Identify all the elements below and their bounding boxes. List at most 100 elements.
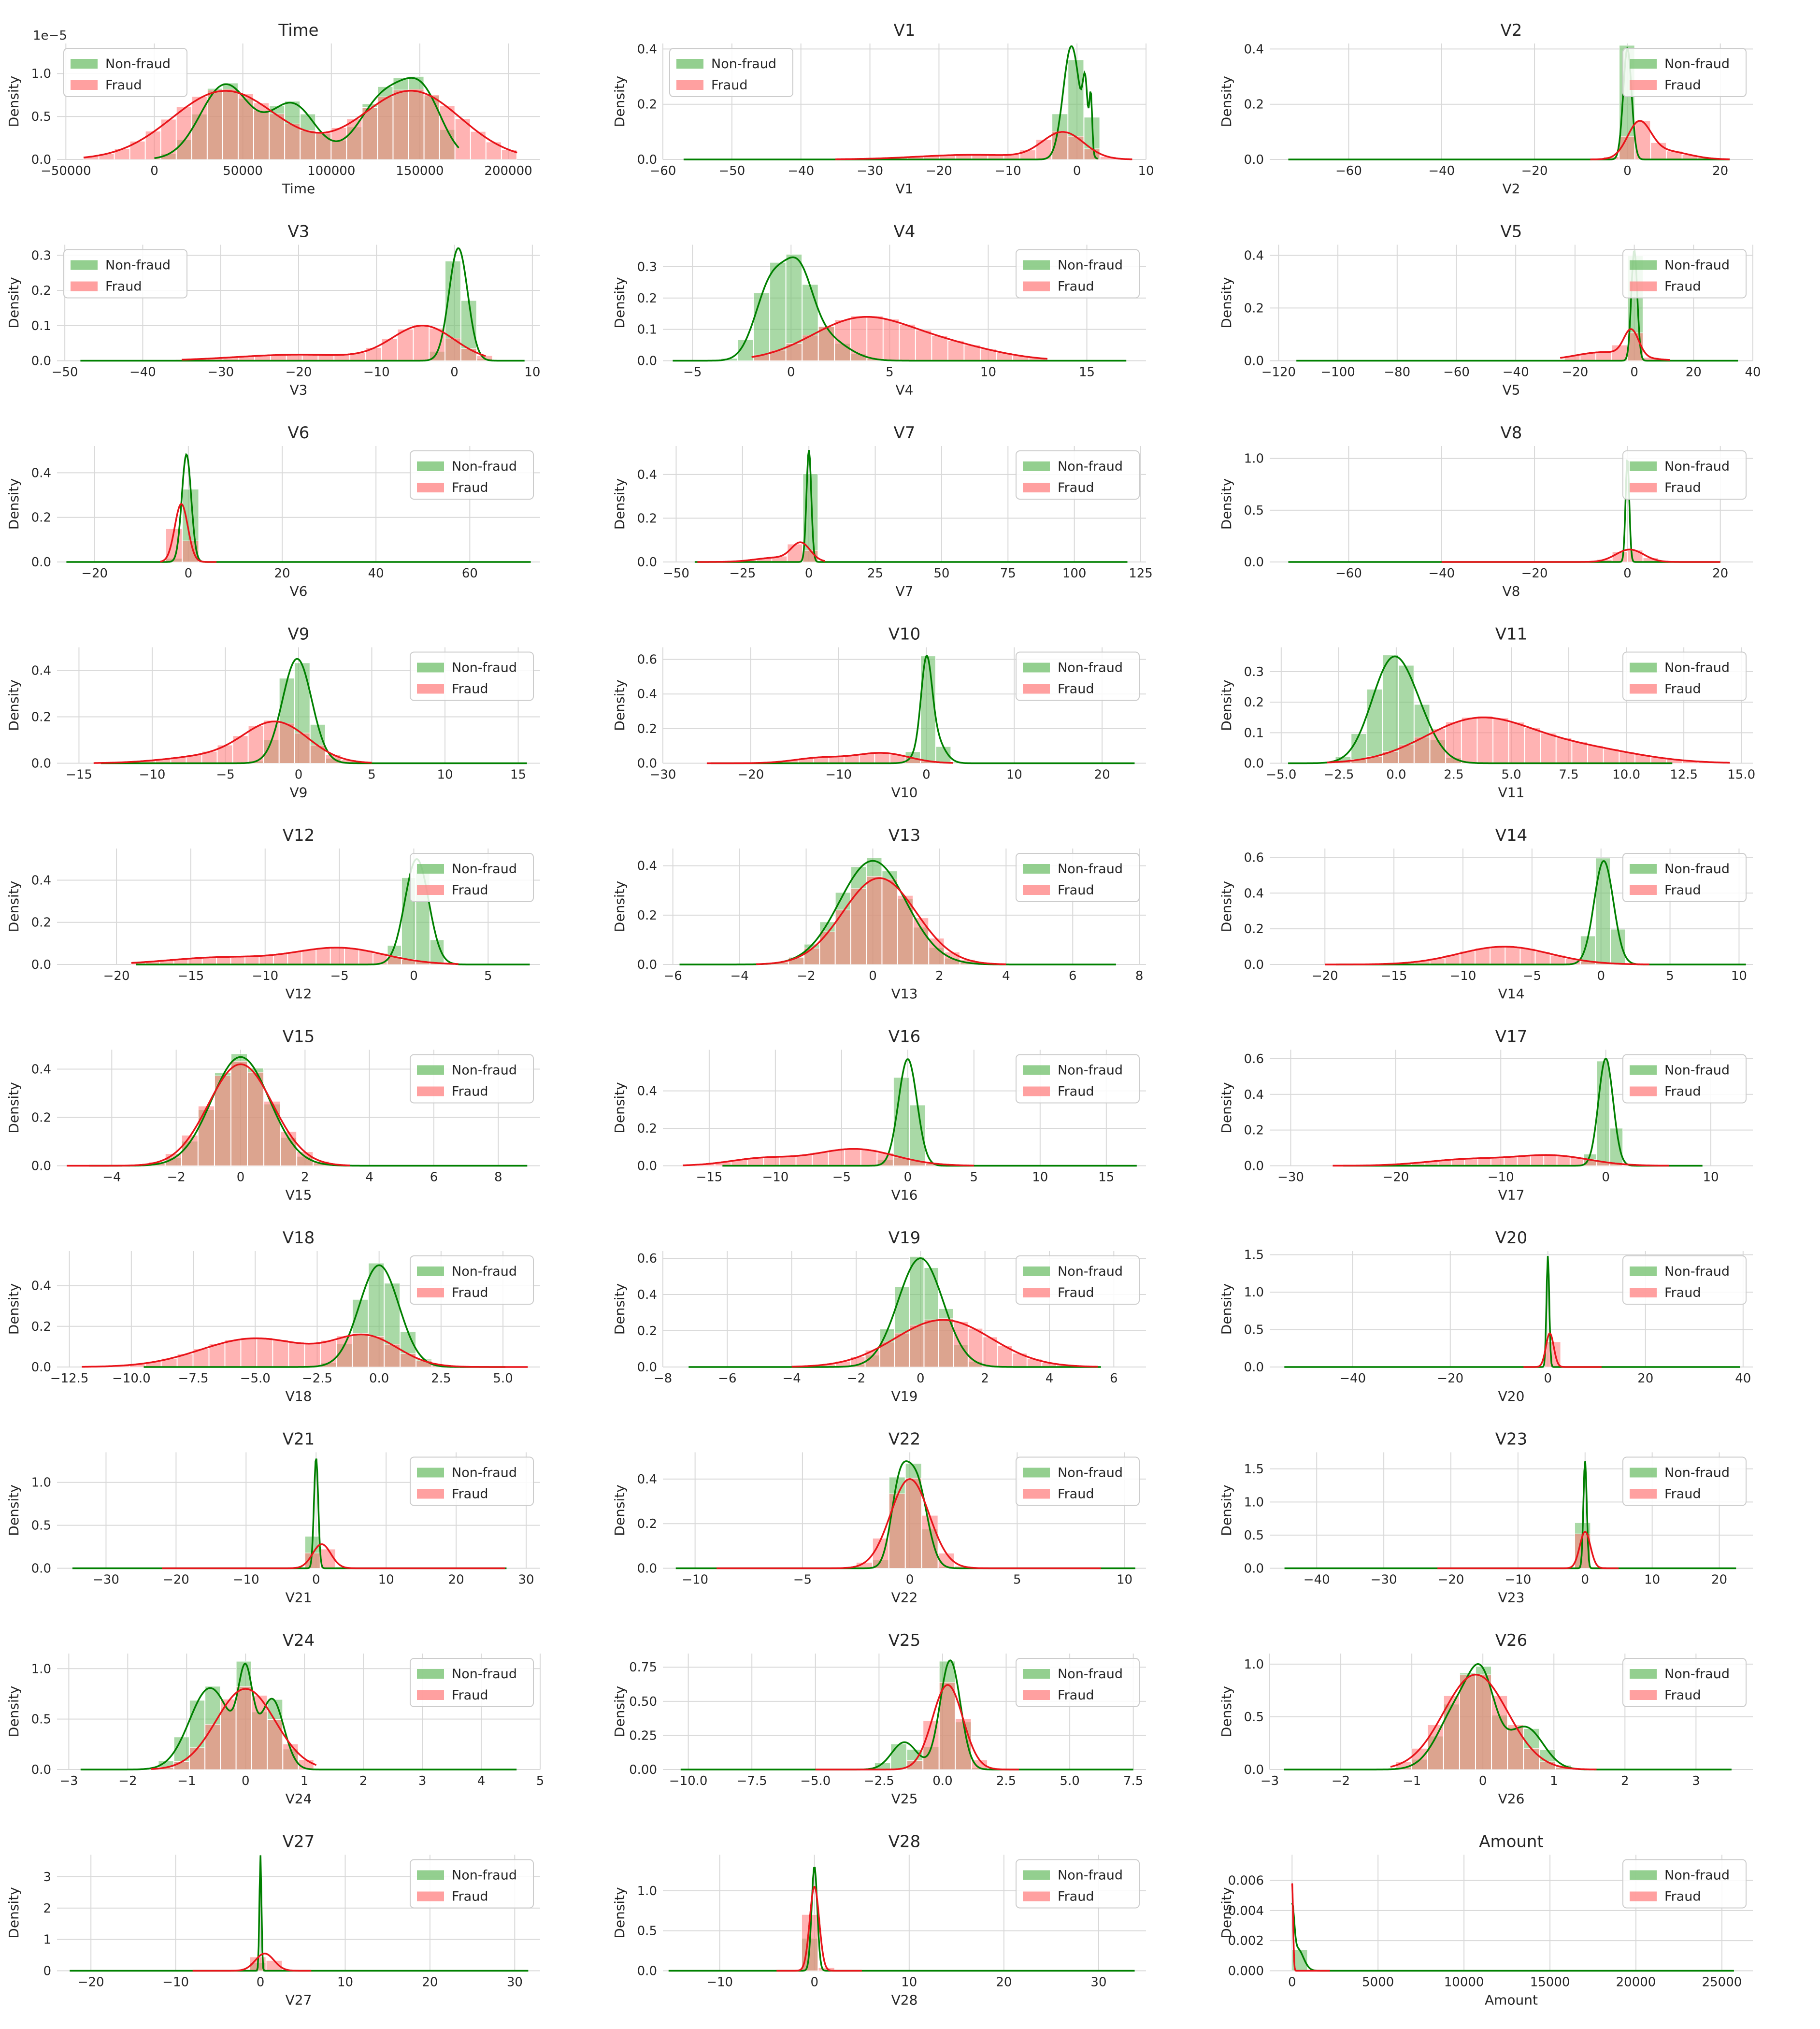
y-axis-label: Density [1218, 478, 1234, 530]
legend-label-fraud: Fraud [1664, 1084, 1701, 1099]
histogram-bar-fraud [1461, 717, 1477, 764]
legend: Non-fraud Fraud [1016, 1456, 1140, 1506]
x-tick-label: 0 [1630, 365, 1638, 380]
histogram-bar-fraud [257, 1337, 273, 1367]
x-tick-label: −80 [1384, 365, 1410, 380]
legend-swatch-fraud [417, 684, 444, 694]
x-tick-label: 30 [518, 1573, 534, 1587]
histogram-bar-fraud [905, 1478, 922, 1569]
kde-line-nonfraud [66, 453, 531, 563]
kde-line-fraud [835, 131, 1132, 160]
subplot-v28: −10 0 10 20 30 0.0 0.5 1.0 Non-fraud Fraud V28 V28 D… [612, 1832, 1146, 2008]
subplot-title: V24 [283, 1631, 315, 1650]
x-tick-label: 15 [1098, 1170, 1114, 1185]
legend-label-nonfraud: Non-fraud [452, 862, 517, 877]
x-tick-label: 0 [1623, 164, 1632, 178]
x-tick-label: −20 [1382, 1170, 1409, 1185]
histogram-bar-fraud [455, 118, 471, 160]
y-tick-label: 0.4 [31, 664, 51, 678]
y-tick-label: 1.0 [637, 1884, 657, 1899]
histogram-bar-fraud [1556, 737, 1572, 764]
y-tick-label: 0.6 [1244, 850, 1264, 865]
x-tick-label: 200000 [484, 164, 532, 178]
subplot-title: V12 [283, 826, 315, 845]
subplot-v6: −20 0 20 40 60 0.0 0.2 0.4 Non-fraud Fraud V6 V6 Den… [6, 423, 540, 599]
x-tick-label: −15 [1381, 969, 1407, 983]
subplot-v18: −12.5 −10.0 −7.5 −5.0 −2.5 0.0 2.5 5.0 0.0 0.2 0.4… [6, 1228, 540, 1404]
x-tick-label: 0 [810, 1975, 818, 1990]
legend-label-nonfraud: Non-fraud [452, 661, 517, 676]
legend-swatch-nonfraud [1023, 864, 1050, 874]
histogram-bar-fraud [1517, 1155, 1531, 1166]
x-tick-label: 20 [274, 566, 290, 581]
histogram-bar-fraud [220, 1699, 236, 1770]
x-axis-label: V10 [891, 785, 918, 801]
legend-label-fraud: Fraud [452, 1285, 488, 1300]
subplot-title: V14 [1495, 826, 1528, 845]
subplot-title: V16 [889, 1027, 921, 1047]
histogram-bar-fraud [1430, 729, 1446, 764]
y-tick-label: 1.5 [1244, 1462, 1264, 1477]
legend-swatch-nonfraud [1023, 461, 1050, 471]
histogram-bar-fraud [230, 956, 245, 965]
x-tick-label: 0 [1581, 1573, 1590, 1587]
histogram-bar-fraud [1650, 142, 1666, 160]
subplot-v22: −10 −5 0 5 10 0.0 0.2 0.4 Non-fraud Fraud V22 V22 De… [612, 1430, 1146, 1606]
legend: Non-fraud Fraud [1622, 450, 1747, 500]
legend-swatch-nonfraud [1023, 1266, 1050, 1276]
subplot-title: V9 [288, 625, 310, 644]
y-tick-label: 0.0 [1244, 958, 1264, 972]
y-tick-label: 0.0 [637, 153, 657, 167]
histogram-bar-fraud [867, 316, 883, 361]
kde-line-nonfraud [673, 256, 1127, 362]
x-tick-label: 10 [980, 365, 996, 380]
x-tick-label: −100 [1320, 365, 1355, 380]
y-tick-label: 0.0 [637, 757, 657, 771]
legend-swatch-nonfraud [71, 260, 98, 270]
legend: Non-fraud Fraud [1016, 1054, 1140, 1104]
x-tick-label: 2.5 [1444, 768, 1463, 782]
x-tick-label: −20 [103, 969, 130, 983]
x-axis-label: V22 [891, 1590, 918, 1606]
histogram-bar-nonfraud [1382, 655, 1399, 763]
x-tick-label: 75 [1000, 566, 1016, 581]
histogram-bar-nonfraud [1366, 689, 1383, 763]
x-tick-label: −30 [1277, 1170, 1304, 1185]
y-axis-label: Density [6, 1283, 22, 1335]
histogram-bar-fraud [860, 1149, 877, 1166]
histogram-bar-fraud [1588, 745, 1604, 763]
x-tick-label: −15 [66, 768, 92, 782]
x-tick-label: 0 [917, 1371, 925, 1386]
histogram-bar-fraud [1611, 345, 1628, 361]
subplot-v17: −30 −20 −10 0 10 0.0 0.2 0.4 0.6 Non-fraud Fraud V1… [1218, 1027, 1753, 1203]
x-tick-label: 1 [301, 1774, 309, 1788]
x-tick-label: 20 [996, 1975, 1012, 1990]
histogram-bar-fraud [222, 88, 238, 160]
y-tick-label: 0.006 [1228, 1873, 1264, 1888]
y-axis-label: Density [6, 1887, 22, 1938]
histogram-bar-fraud [205, 1724, 221, 1770]
legend: Non-fraud Fraud [1622, 651, 1747, 701]
x-tick-label: −5 [832, 1170, 851, 1185]
subplot-title: V21 [283, 1430, 315, 1449]
y-tick-label: 0.4 [637, 1084, 657, 1099]
histogram-bar-fraud [1019, 150, 1036, 160]
legend-label-nonfraud: Non-fraud [711, 57, 776, 72]
x-tick-label: −40 [1503, 365, 1529, 380]
y-axis-label: Density [612, 1887, 628, 1938]
x-tick-label: −20 [78, 1975, 104, 1990]
histogram-bar-fraud [176, 106, 192, 160]
legend-swatch-nonfraud [417, 1669, 444, 1679]
legend-swatch-fraud [1023, 1690, 1050, 1700]
legend-label-nonfraud: Non-fraud [1664, 1667, 1730, 1682]
x-tick-label: 20000 [1616, 1975, 1656, 1990]
legend: Non-fraud Fraud [1622, 1859, 1747, 1909]
kde-line-nonfraud [688, 1257, 1101, 1368]
histogram-bar-fraud [279, 723, 295, 764]
x-axis-label: V6 [290, 583, 308, 599]
y-tick-label: 0.75 [629, 1660, 657, 1675]
x-tick-label: −20 [81, 566, 108, 581]
legend-label-fraud: Fraud [1058, 682, 1094, 697]
x-tick-label: 0.0 [369, 1371, 389, 1386]
